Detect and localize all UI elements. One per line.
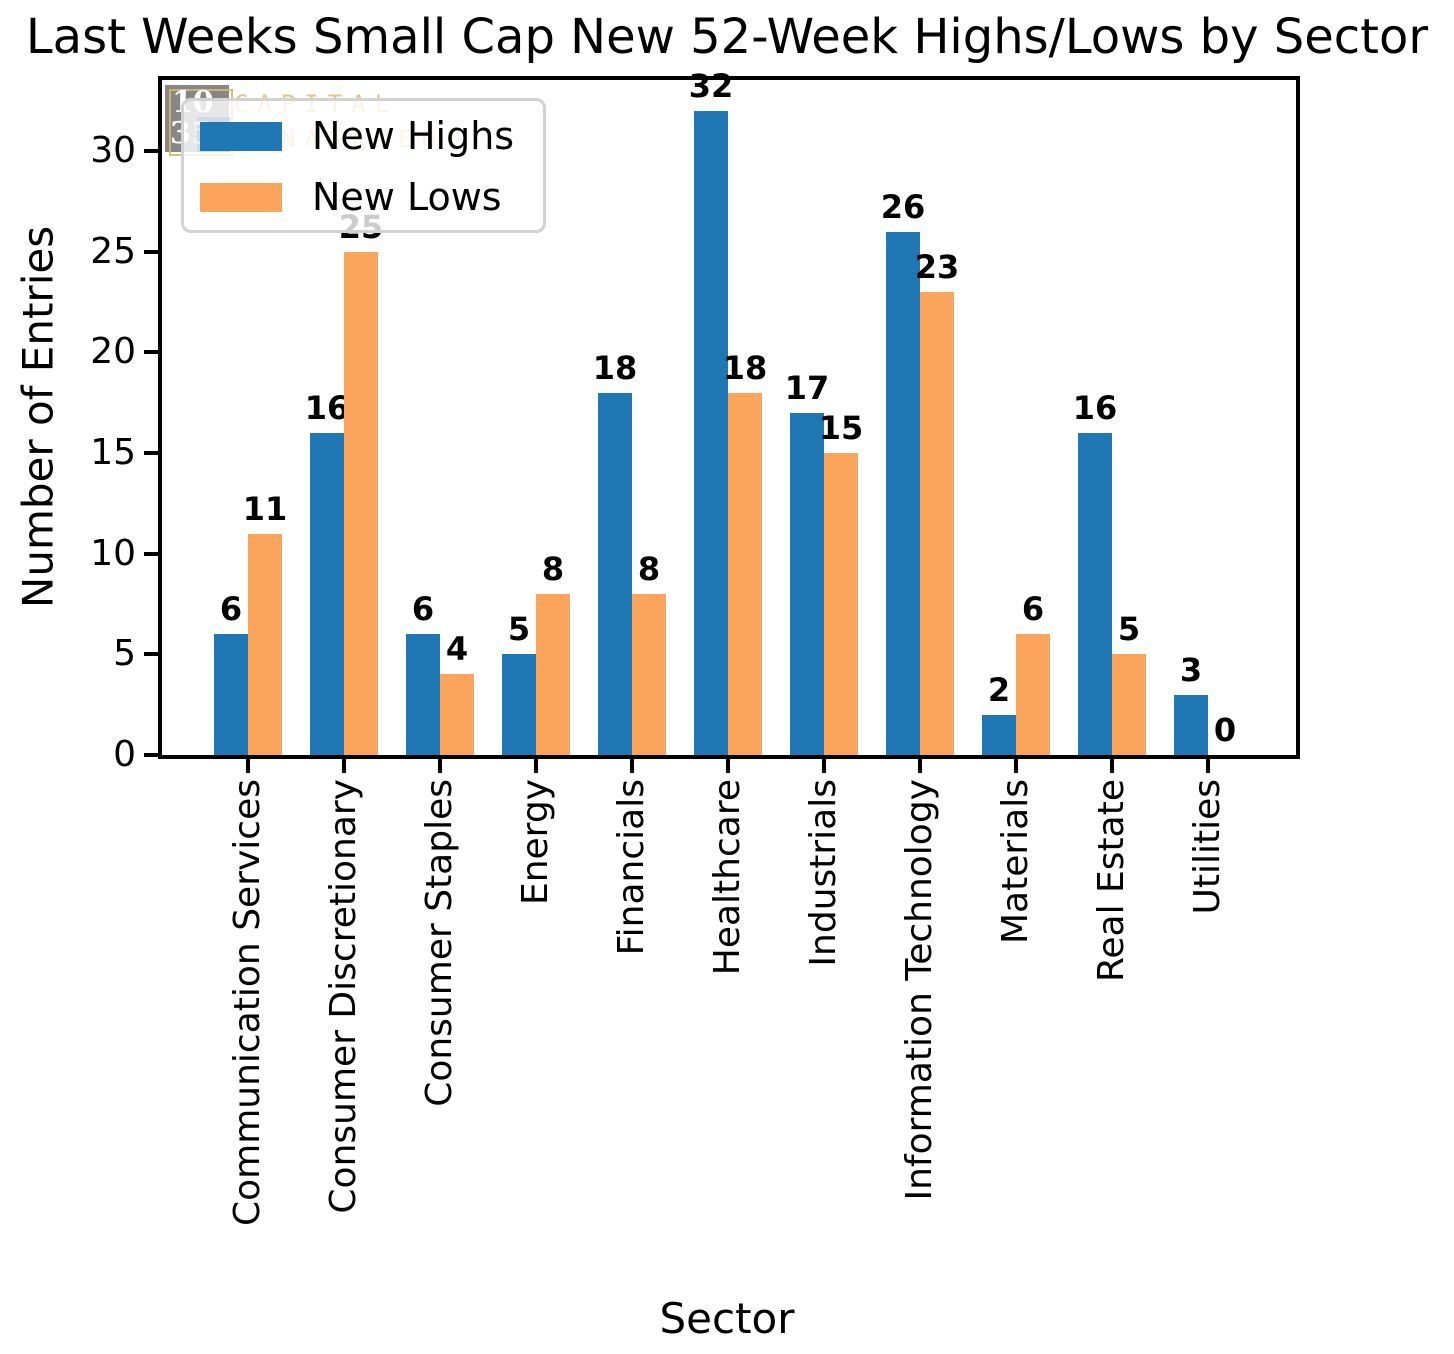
x-tick-label: Energy [515,779,556,906]
bar-new-highs [214,634,248,755]
x-tick-label: Healthcare [707,779,748,976]
bar-value-label: 6 [411,590,435,629]
x-tick [918,759,922,773]
y-tick-label: 25 [90,230,136,272]
x-tick-label: Financials [611,779,652,956]
bar-value-label: 23 [914,247,960,286]
bar-new-lows [1016,634,1050,755]
bar-value-label: 17 [784,368,830,407]
y-tick [144,451,158,455]
x-tick-label: Materials [995,779,1036,945]
y-tick [144,249,158,254]
y-tick-label: 5 [113,633,136,675]
x-tick-label: Communication Services [227,779,268,1226]
y-tick [144,753,158,757]
bar-value-label: 15 [818,409,864,447]
x-tick [246,759,250,773]
y-tick [144,149,158,153]
bar-new-lows [920,291,954,755]
bar-value-label: 26 [880,187,926,226]
chart-title: Last Weeks Small Cap New 52-Week Highs/L… [25,9,1429,65]
x-tick-label: Information Technology [899,779,940,1201]
x-tick-label: Real Estate [1091,779,1132,982]
bar-value-label: 5 [507,610,531,649]
legend-swatch-new-highs [200,122,282,151]
bar-new-highs [790,412,824,755]
bar-value-label: 32 [688,66,734,105]
bar-new-lows [440,674,474,755]
x-tick [1014,759,1018,773]
y-tick [144,551,158,556]
x-tick [1110,759,1114,773]
bar-new-lows [536,593,570,755]
bar-value-label: 0 [1213,711,1237,749]
bar-value-label: 8 [637,549,661,588]
x-tick [726,759,730,773]
legend-label-new-lows: New Lows [312,175,502,219]
y-tick-label: 10 [90,532,136,574]
bar-value-label: 18 [592,348,638,387]
bar-new-lows [248,533,282,755]
bar-value-label: 11 [242,489,288,528]
bar-value-label: 4 [445,630,469,669]
bar-new-highs [406,634,440,755]
bar-new-lows [824,453,858,755]
x-tick [630,759,634,773]
x-tick-label: Consumer Staples [419,779,460,1107]
bar-value-label: 2 [987,670,1011,709]
bar-value-label: 16 [1072,388,1118,427]
y-tick-label: 20 [90,331,136,373]
y-tick-label: 15 [90,432,136,473]
bar-new-lows [1112,654,1146,755]
legend-label-new-highs: New Highs [312,114,515,158]
bar-value-label: 8 [541,549,565,588]
x-tick [822,759,826,773]
bar-new-highs [694,110,728,755]
bar-new-highs [886,231,920,755]
x-tick-label: Industrials [803,779,844,967]
bar-new-lows [632,593,666,755]
bar-new-lows [344,251,378,755]
x-tick-label: Utilities [1187,779,1228,915]
bar-new-highs [982,714,1016,755]
bar-new-highs [1078,432,1112,755]
x-tick [1206,759,1210,773]
x-tick-label: Consumer Discretionary [323,779,364,1214]
y-tick-label: 0 [113,734,136,775]
legend-swatch-new-lows [200,183,282,212]
bar-new-lows [728,392,762,755]
plot-area [158,76,1300,759]
x-tick [342,759,346,773]
x-tick [438,759,442,773]
y-tick [144,350,158,355]
bar-value-label: 5 [1117,610,1141,649]
x-axis-label: Sector [659,1294,795,1343]
bar-new-highs [1174,694,1208,755]
bar-value-label: 16 [304,388,350,427]
x-tick [534,759,538,773]
y-tick-label: 30 [90,130,136,171]
y-tick [144,652,158,657]
bar-value-label: 6 [1021,590,1045,629]
bar-new-highs [502,654,536,755]
legend: New Highs New Lows [181,98,546,233]
bar-value-label: 3 [1179,650,1203,689]
bar-value-label: 18 [722,348,768,387]
bar-new-highs [310,432,344,755]
bar-new-highs [598,392,632,755]
bar-value-label: 6 [219,590,243,629]
